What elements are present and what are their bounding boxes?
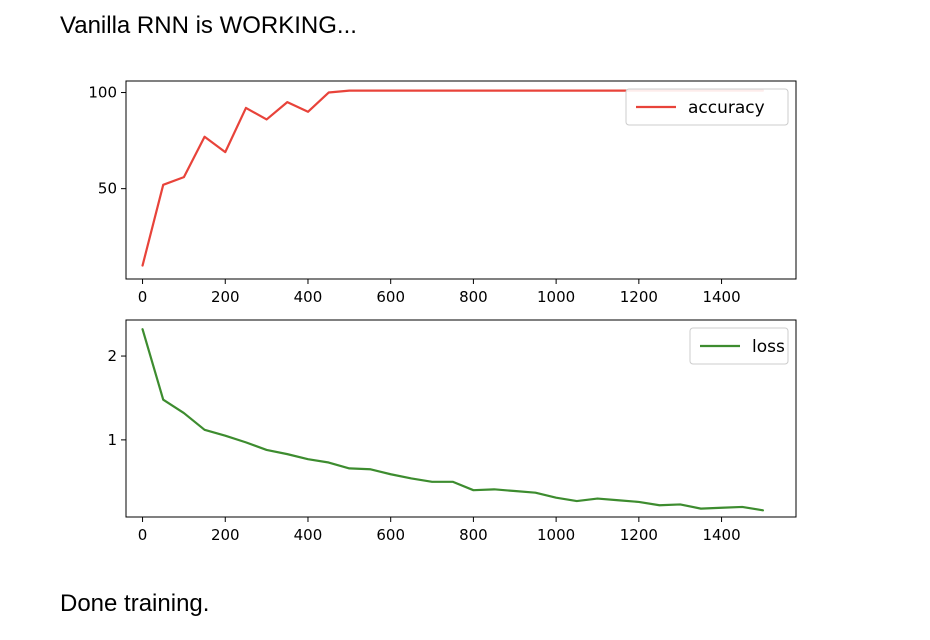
- x-tick-label: 800: [459, 526, 488, 544]
- x-tick-label: 800: [459, 288, 488, 306]
- series-line-loss: [141, 328, 765, 512]
- y-tick-label: 2: [107, 347, 117, 365]
- x-tick-label: 0: [138, 288, 148, 306]
- done-text: Done training.: [60, 590, 210, 617]
- x-tick-label: 1000: [537, 526, 575, 544]
- legend: loss: [689, 327, 789, 365]
- x-tick-label: 1400: [702, 526, 740, 544]
- x-tick-label: 600: [376, 288, 405, 306]
- x-tick-label: 1400: [702, 288, 740, 306]
- plot-frame: [125, 80, 797, 280]
- legend-box: [625, 88, 789, 126]
- plot-frame: [125, 319, 797, 518]
- status-text: Vanilla RNN is WORKING...: [60, 12, 357, 39]
- x-tick-label: 600: [376, 526, 405, 544]
- y-tick-label: 50: [98, 180, 117, 198]
- y-tick-label: 1: [107, 431, 117, 449]
- x-tick-label: 200: [211, 526, 240, 544]
- loss-chart: 0 200 400 600 800 1000 1200 1400 1 2 loss: [107, 319, 797, 544]
- legend-label: accuracy: [688, 98, 765, 118]
- legend: accuracy: [625, 88, 789, 126]
- x-tick-label: 200: [211, 288, 240, 306]
- x-tick-label: 1200: [620, 526, 658, 544]
- x-tick-label: 1000: [537, 288, 575, 306]
- legend-label: loss: [752, 337, 785, 357]
- accuracy-chart: 0 200 400 600 800 1000 1200 1400 50 100 accuracy: [88, 80, 797, 306]
- x-tick-label: 0: [138, 526, 148, 544]
- x-tick-label: 400: [294, 288, 323, 306]
- x-tick-label: 400: [294, 526, 323, 544]
- y-tick-label: 100: [88, 84, 117, 102]
- x-tick-label: 1200: [620, 288, 658, 306]
